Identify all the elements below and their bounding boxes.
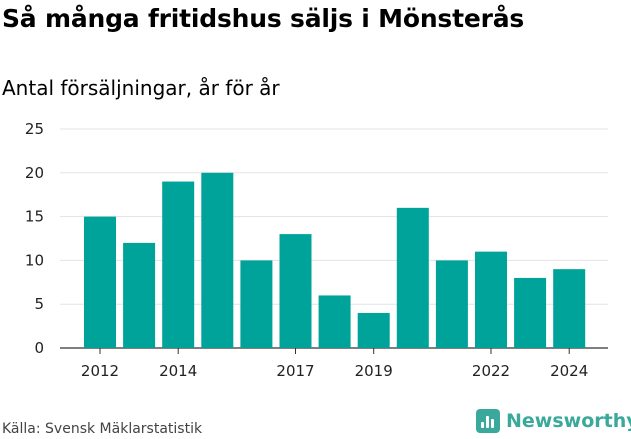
bar-chart-logo-icon: [476, 409, 500, 433]
bar-2017: [279, 234, 312, 348]
x-tick-label: 2014: [159, 362, 197, 380]
bar-2021: [435, 260, 468, 348]
chart-title: Så många fritidshus säljs i Mönsterås: [2, 4, 525, 33]
bar-chart: 0 5 10 15 20 25 2012 2014 2017 2019 2022 2024: [25, 120, 608, 380]
bar-2020: [396, 207, 429, 348]
bar-2015: [201, 172, 234, 348]
bar-2023: [514, 277, 547, 348]
y-tick-label: 10: [25, 251, 44, 269]
y-tick-label: 0: [34, 339, 44, 357]
x-tick-label: 2017: [276, 362, 314, 380]
bar-2016: [240, 260, 273, 348]
brand-name: Newsworthy: [506, 410, 631, 432]
bar-2014: [162, 181, 195, 348]
bar-2022: [475, 251, 507, 348]
bars: [84, 172, 586, 348]
brand-logo: Newsworthy: [476, 409, 631, 433]
bar-2012: [84, 216, 116, 348]
bar-2013: [123, 242, 156, 348]
axis-labels: 0 5 10 15 20 25 2012 2014 2017 2019 2022 2024: [25, 120, 588, 380]
source-note: Källa: Svensk Mäklarstatistik: [2, 421, 203, 437]
x-tick-label: 2019: [355, 362, 393, 380]
bar-2024: [553, 269, 586, 348]
bar-2019: [357, 312, 390, 348]
x-tick-label: 2024: [550, 362, 588, 380]
y-tick-label: 25: [25, 120, 44, 138]
bar-2018: [318, 295, 351, 348]
chart-subtitle: Antal försäljningar, år för år: [2, 76, 280, 100]
x-tick-label: 2012: [81, 362, 119, 380]
y-tick-label: 5: [34, 295, 44, 313]
y-tick-label: 20: [25, 164, 44, 182]
x-tick-label: 2022: [472, 362, 510, 380]
y-tick-label: 15: [25, 208, 44, 226]
